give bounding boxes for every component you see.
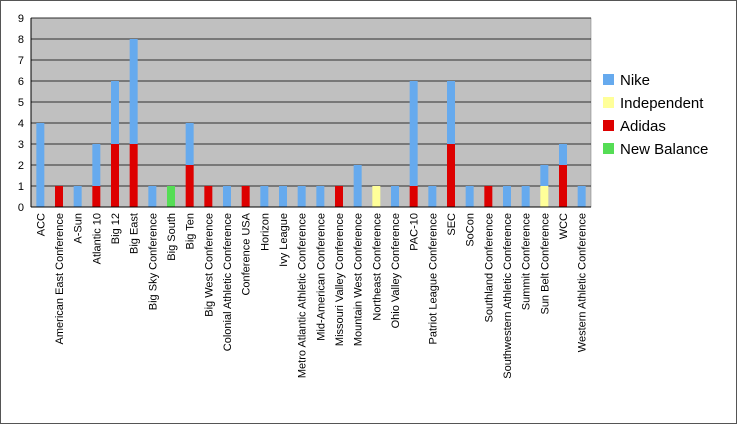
bar-segment-nike <box>185 123 194 165</box>
bar-segment-adidas <box>241 186 250 207</box>
bar-segment-adidas <box>204 186 213 207</box>
bar-segment-nike <box>73 186 82 207</box>
legend: Nike Independent Adidas New Balance <box>603 72 708 158</box>
bar-segment-nike <box>465 186 474 207</box>
legend-swatch <box>603 97 614 108</box>
bar-segment-adidas <box>129 144 138 207</box>
x-tick-labels: ACC American East Conference A-Sun Atlantic… <box>35 212 588 378</box>
bar-segment-nike <box>503 186 511 207</box>
x-tick-label: Sun Belt Conference <box>539 213 551 315</box>
bar-segment-adidas <box>559 165 567 207</box>
legend-label: Independent <box>620 95 704 112</box>
x-tick-label: Colonial Athletic Conference <box>222 213 234 351</box>
bar-segment-nike <box>223 186 231 207</box>
bar-segment-adidas <box>111 144 119 207</box>
x-tick-label: Big 12 <box>110 213 122 244</box>
x-tick-label: Northeast Conference <box>371 213 383 321</box>
x-tick-label: SEC <box>446 213 458 236</box>
bar-segment-nike <box>391 186 399 207</box>
legend-swatch <box>603 143 614 154</box>
legend-label: Adidas <box>620 118 666 135</box>
x-tick-label: Patriot League Conference <box>427 213 439 344</box>
bar-segment-adidas <box>92 186 101 207</box>
y-tick-label: 2 <box>18 160 24 172</box>
bar-segment-nike <box>279 186 287 207</box>
bar-segment-nike <box>316 186 325 207</box>
x-tick-label: Metro Atlantic Athletic Conference <box>297 213 309 378</box>
y-tick-label: 0 <box>18 202 24 214</box>
bar-segment-independent <box>372 186 381 207</box>
x-tick-label: Mountain West Conference <box>353 213 365 346</box>
bar-segment-nike <box>111 81 119 144</box>
legend-swatch <box>603 120 614 131</box>
x-tick-label: Missouri Valley Conference <box>334 213 346 346</box>
bar-segment-nike <box>260 186 269 207</box>
x-tick-label: Ivy League <box>278 213 290 267</box>
bar-segment-adidas <box>447 144 455 207</box>
bar-segment-nike <box>428 186 437 207</box>
bar-segment-nike <box>521 186 530 207</box>
bar-segment-independent <box>540 186 549 207</box>
legend-label: Nike <box>620 72 650 89</box>
x-tick-label: Atlantic 10 <box>91 213 103 264</box>
bar-segment-nike <box>92 144 101 186</box>
x-tick-label: Big South <box>166 213 178 261</box>
x-tick-label: Summit Conference <box>521 213 533 310</box>
x-tick-label: American East Conference <box>54 213 66 344</box>
x-tick-label: Western Athletic Conference <box>577 213 589 352</box>
plot-area <box>30 17 592 208</box>
y-tick-label: 5 <box>18 97 24 109</box>
x-tick-label: ACC <box>35 213 47 236</box>
bar-segment-nike <box>409 81 418 186</box>
bars <box>36 39 586 207</box>
bar-segment-nike <box>36 123 45 207</box>
bar-segment-nike <box>297 186 306 207</box>
x-tick-label: Conference USA <box>241 212 253 295</box>
x-tick-label: Southwestern Athletic Conference <box>502 213 514 379</box>
bar-segment-nike <box>540 165 549 186</box>
x-tick-label: Ohio Valley Conference <box>390 213 402 328</box>
bar-segment-nike <box>148 186 157 207</box>
y-tick-label: 7 <box>18 55 24 67</box>
bar-segment-new-balance <box>167 186 175 207</box>
y-tick-label: 6 <box>18 76 24 88</box>
y-tick-label: 1 <box>18 181 24 193</box>
bar-segment-nike <box>577 186 586 207</box>
x-tick-label: WCC <box>558 213 570 239</box>
bar-segment-adidas <box>484 186 493 207</box>
x-tick-label: Big Ten <box>185 213 197 250</box>
x-tick-label: Mid-American Conference <box>315 213 327 341</box>
bar-segment-adidas <box>335 186 343 207</box>
x-tick-label: Big Sky Conference <box>147 213 159 310</box>
bar-segment-nike <box>447 81 455 144</box>
x-tick-label: PAC-10 <box>409 213 421 251</box>
legend-swatch <box>603 74 614 85</box>
legend-label: New Balance <box>620 141 708 158</box>
x-tick-label: Big West Conference <box>203 213 215 317</box>
bar-segment-nike <box>129 39 138 144</box>
x-tick-label: Big East <box>129 213 141 254</box>
bar-segment-nike <box>353 165 362 207</box>
y-tick-label: 4 <box>18 118 24 130</box>
y-tick-label: 8 <box>18 34 24 46</box>
bar-segment-nike <box>559 144 567 165</box>
gridlines <box>31 17 591 187</box>
x-tick-label: Horizon <box>259 213 271 251</box>
x-tick-label: Southland Conference <box>483 213 495 322</box>
x-tick-label: A-Sun <box>73 213 85 244</box>
y-tick-label: 3 <box>18 139 24 151</box>
bar-segment-adidas <box>55 186 63 207</box>
y-tick-labels: 0 1 2 3 4 5 6 7 8 9 <box>18 13 24 214</box>
bar-segment-adidas <box>409 186 418 207</box>
x-tick-label: SoCon <box>465 213 477 247</box>
bar-segment-adidas <box>185 165 194 207</box>
y-tick-label: 9 <box>18 13 24 25</box>
